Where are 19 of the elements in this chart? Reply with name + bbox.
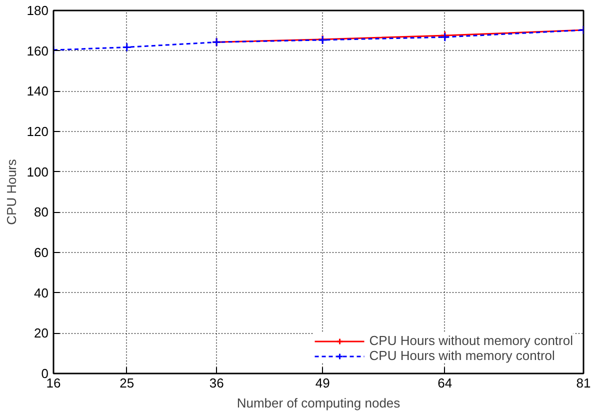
y-tick-label: 120 [26, 124, 49, 139]
x-tick-label: 81 [576, 376, 591, 390]
legend-label: CPU Hours with memory control [369, 348, 555, 363]
y-tick-label: 20 [34, 326, 49, 341]
x-tick-label: 64 [438, 376, 452, 390]
y-tick-label: 140 [26, 84, 49, 99]
y-tick-label: 0 [41, 366, 49, 381]
x-axis-title: Number of computing nodes [236, 396, 401, 410]
legend-label: CPU Hours without memory control [369, 333, 573, 348]
x-tick-label: 49 [315, 376, 330, 390]
x-tick-label: 25 [120, 376, 134, 390]
y-tick-label: 80 [34, 204, 49, 220]
y-axis-title: CPU Hours [4, 158, 19, 225]
y-tick-label: 180 [26, 3, 49, 18]
y-tick-label: 40 [34, 285, 49, 300]
y-tick-label: 160 [26, 43, 49, 58]
y-tick-label: 100 [26, 164, 49, 180]
y-tick-label: 60 [34, 245, 49, 260]
x-tick-label: 36 [209, 376, 224, 390]
